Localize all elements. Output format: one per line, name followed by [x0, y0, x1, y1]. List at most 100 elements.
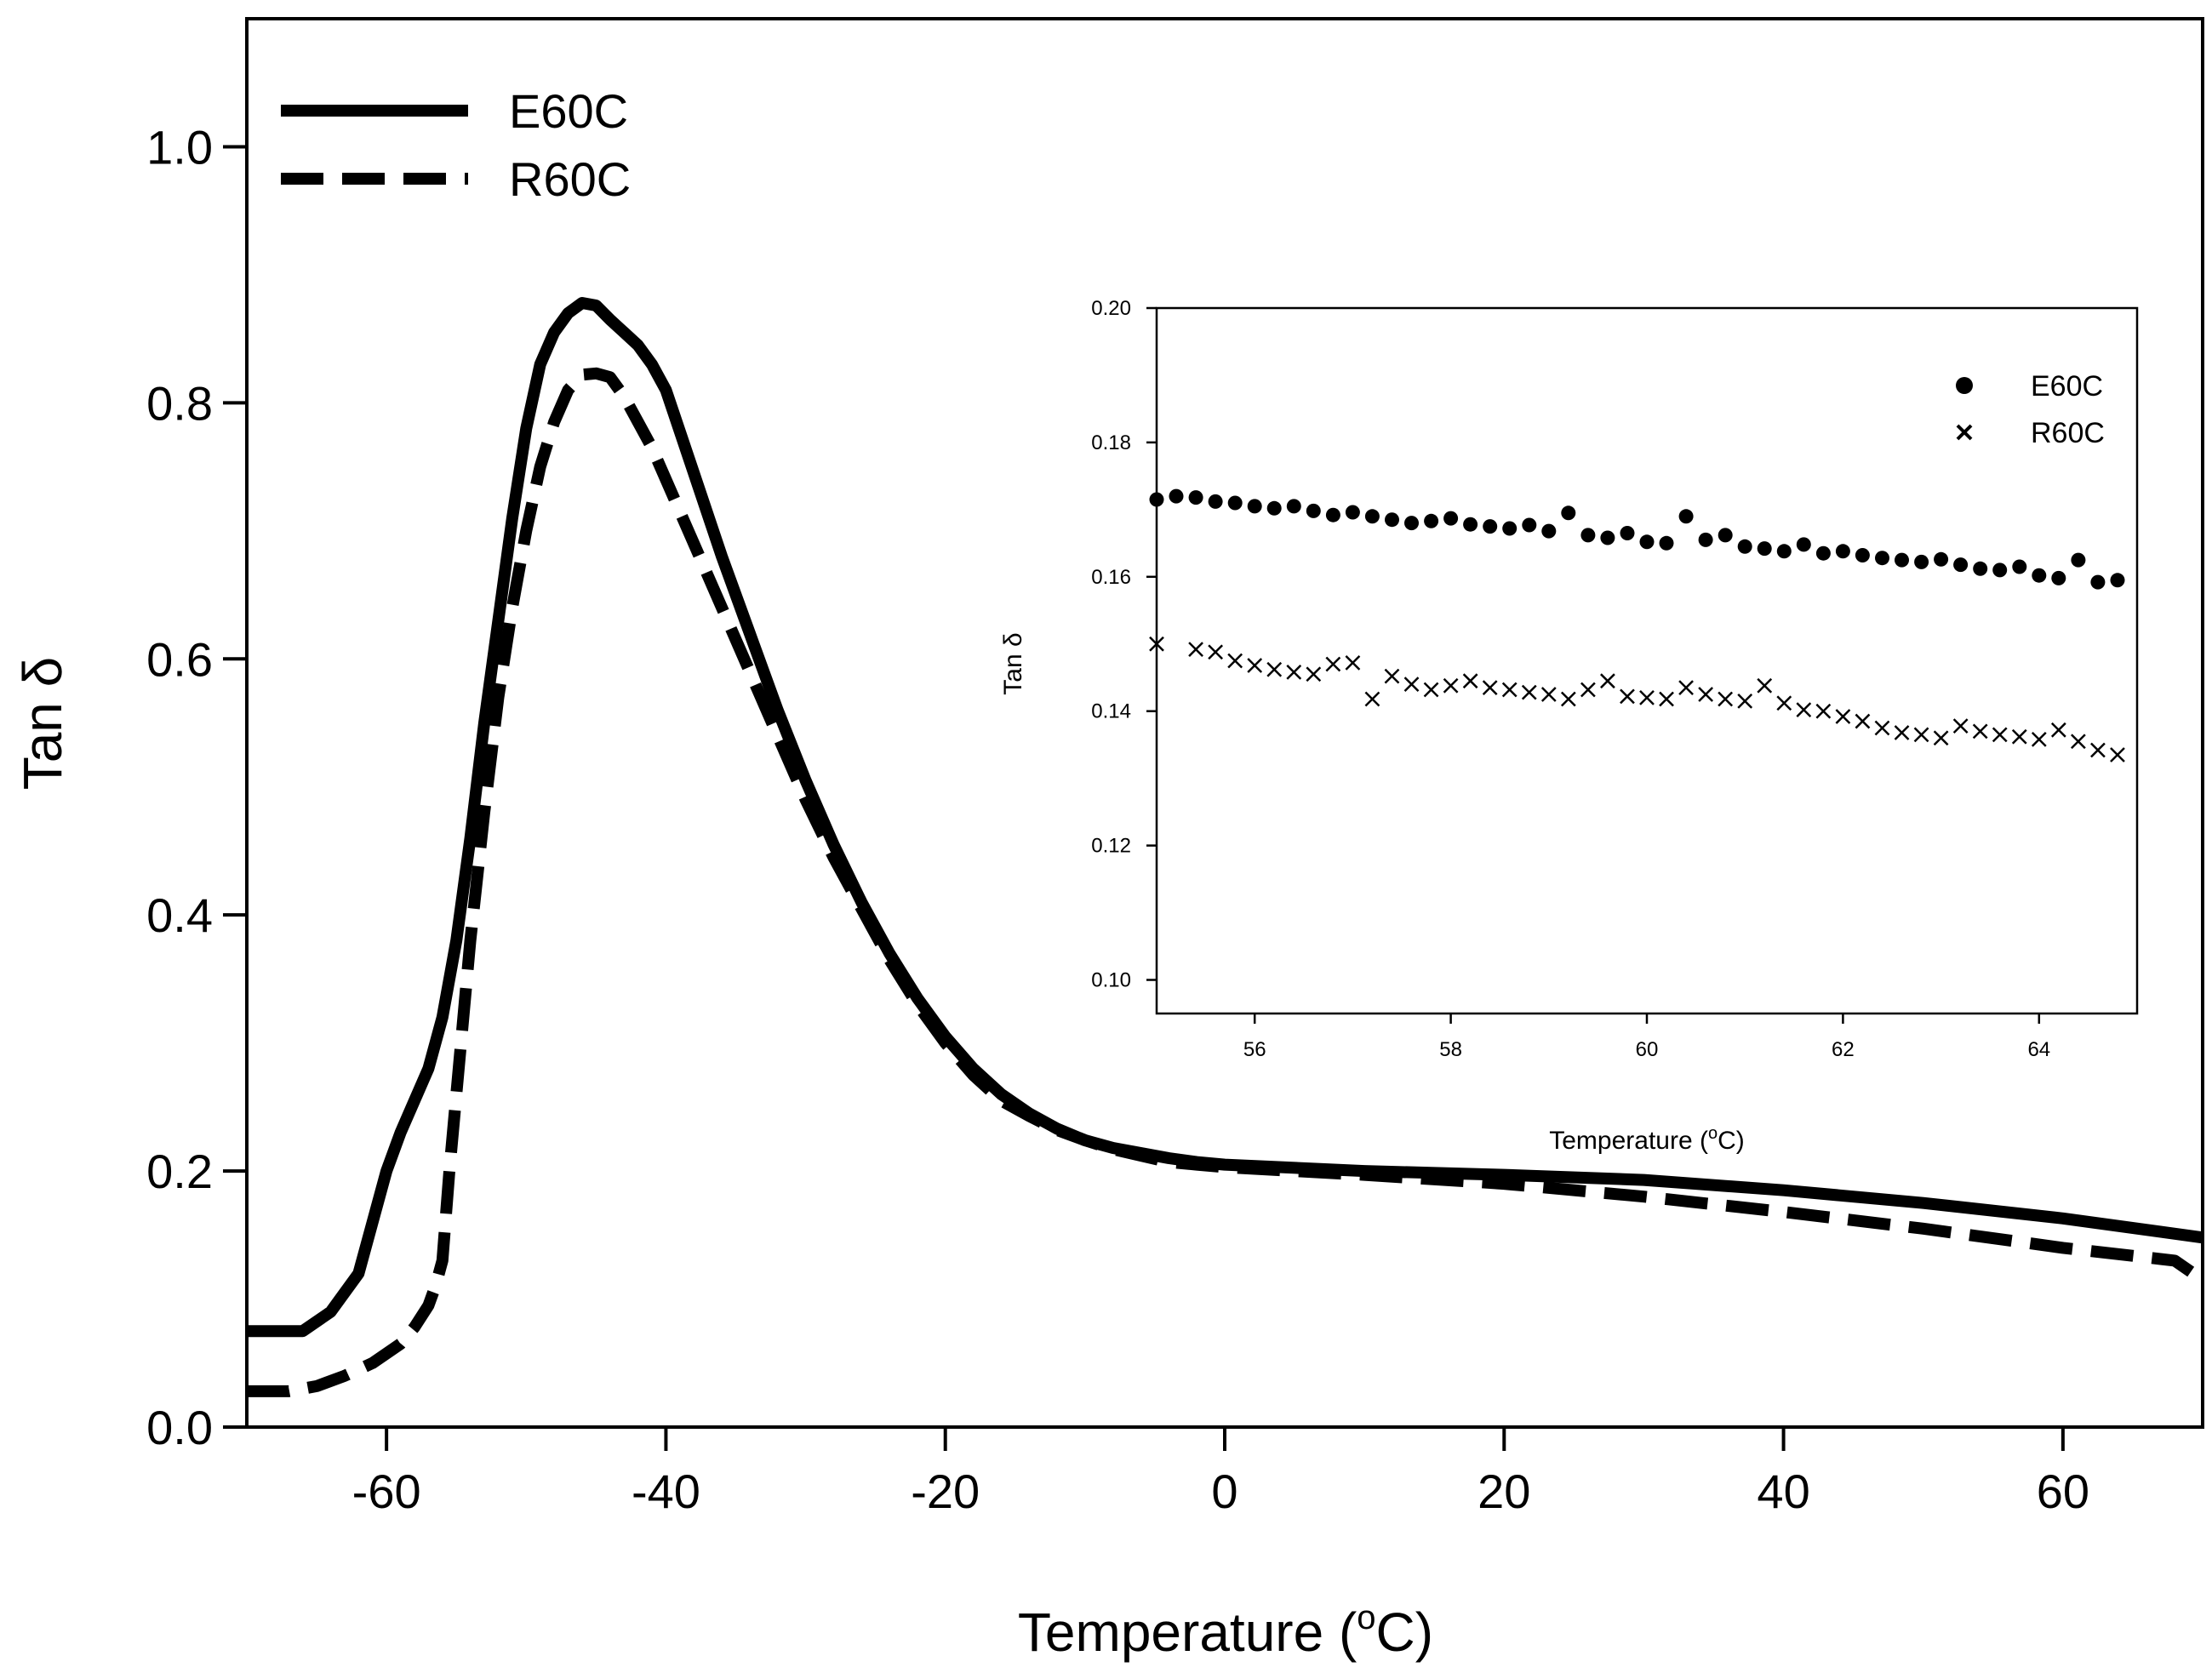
inset-point-r60c	[1540, 687, 1557, 702]
main-y-tick-label: 0.0	[146, 1401, 213, 1454]
inset-point-r60c	[1521, 684, 1537, 700]
inset-point-r60c	[1796, 702, 1812, 718]
inset-point-e60c	[1678, 509, 1694, 524]
inset-x-tick-label: 64	[2027, 1038, 2050, 1061]
main-x-tick-label: -60	[352, 1465, 421, 1518]
inset-point-r60c	[1325, 656, 1341, 672]
inset-point-r60c	[1972, 723, 1988, 739]
inset-point-r60c	[2011, 728, 2027, 745]
inset-y-tick-label: 0.14	[1091, 700, 1131, 723]
inset-point-r60c	[1149, 636, 1164, 652]
inset-point-e60c	[2110, 573, 2125, 588]
main-y-tick-label: 0.6	[146, 632, 213, 686]
inset-point-e60c	[1443, 511, 1459, 526]
inset-point-r60c	[1737, 693, 1753, 709]
inset-plot-area	[1155, 306, 2139, 1015]
inset-x-tick-label: 58	[1439, 1038, 1462, 1061]
inset-point-e60c	[2012, 559, 2027, 574]
inset-x-axis-label-text: Temperature	[1549, 1127, 1692, 1155]
main-y-tick-label: 0.4	[146, 888, 213, 942]
inset-point-e60c	[1580, 528, 1596, 543]
inset-point-r60c	[1227, 653, 1243, 669]
inset-point-e60c	[1325, 507, 1340, 522]
inset-x-tick-label: 56	[1243, 1038, 1266, 1061]
inset-point-e60c	[2051, 570, 2066, 585]
main-x-axis-unit-close: C)	[1376, 1602, 1434, 1663]
inset-x-axis-unit-open: (	[1700, 1127, 1708, 1155]
inset-point-r60c	[1620, 688, 1635, 705]
inset-y-tick-label: 0.10	[1091, 969, 1131, 992]
main-x-tick-label: 20	[1478, 1465, 1530, 1518]
inset-point-r60c	[1757, 677, 1773, 694]
main-x-tick-label: 60	[2037, 1465, 2089, 1518]
inset-y-tick-label: 0.16	[1091, 566, 1131, 589]
series-line-r60c	[247, 367, 2206, 1397]
inset-point-r60c	[1560, 691, 1576, 707]
inset-point-r60c	[1835, 709, 1851, 724]
inset-point-e60c	[1659, 535, 1674, 551]
inset-point-e60c	[1502, 521, 1518, 536]
inset-point-e60c	[1953, 557, 1969, 573]
inset-point-e60c	[1718, 528, 1733, 543]
main-x-tick-label: -40	[632, 1465, 700, 1518]
inset-point-e60c	[1522, 517, 1537, 533]
inset-point-e60c	[1208, 494, 1223, 509]
inset-point-r60c	[1718, 691, 1734, 707]
main-ticks: -60 -40 -20 0 20 40 60 0.0 0.2 0.4 0.6 0.8 1.0	[146, 120, 2089, 1518]
inset-point-e60c	[1895, 552, 1909, 568]
inset-point-r60c	[1894, 725, 1910, 740]
inset-point-e60c	[1914, 554, 1929, 569]
inset-point-e60c	[1561, 505, 1576, 521]
main-series	[247, 297, 2206, 1397]
inset-point-e60c	[1698, 532, 1713, 547]
inset-legend-marker-r60c	[1956, 424, 1973, 441]
inset-point-r60c	[2031, 731, 2047, 747]
inset-legend-label-e60c: E60C	[2031, 370, 2103, 403]
inset-point-e60c	[1934, 551, 1949, 567]
inset-legend-marker-e60c	[1956, 377, 1973, 394]
inset-point-r60c	[1913, 727, 1929, 743]
inset-point-e60c	[1757, 541, 1772, 557]
inset-point-r60c	[1659, 691, 1674, 707]
inset-point-e60c	[1776, 544, 1792, 559]
inset-point-r60c	[1639, 690, 1655, 705]
inset-point-r60c	[1482, 680, 1498, 695]
inset-point-r60c	[1855, 713, 1871, 729]
inset-point-r60c	[1345, 654, 1361, 671]
main-x-axis-unit-open: (	[1339, 1602, 1357, 1663]
inset-point-e60c	[1992, 562, 2008, 578]
inset-point-e60c	[1541, 523, 1557, 539]
inset-point-e60c	[1639, 534, 1655, 550]
inset-x-axis-unit-degree: o	[1708, 1124, 1718, 1143]
inset-series	[1149, 488, 2125, 762]
main-x-axis-label: Temperature (oC)	[1018, 1599, 1433, 1663]
inset-point-e60c	[1306, 503, 1321, 518]
inset-point-e60c	[1266, 500, 1282, 516]
inset-point-e60c	[1247, 499, 1262, 514]
inset-point-r60c	[1247, 658, 1263, 673]
inset-point-r60c	[1678, 680, 1694, 695]
inset-x-axis-unit-close: C)	[1718, 1127, 1745, 1155]
inset-point-e60c	[1875, 551, 1889, 566]
inset-point-r60c	[2090, 742, 2106, 758]
inset-point-e60c	[1385, 512, 1399, 528]
inset-point-e60c	[1737, 539, 1752, 554]
inset-y-tick-label: 0.12	[1091, 835, 1131, 858]
inset-point-r60c	[1403, 677, 1420, 693]
inset-legend: E60C R60C	[1956, 370, 2105, 449]
inset-point-e60c	[1345, 505, 1360, 520]
inset-point-e60c	[1620, 526, 1635, 540]
inset-point-e60c	[1227, 495, 1243, 511]
inset-x-tick-label: 62	[1832, 1038, 1855, 1061]
inset-point-e60c	[1835, 544, 1850, 559]
inset-point-e60c	[1188, 490, 1203, 505]
inset-point-e60c	[2090, 574, 2106, 590]
inset-ticks: 56 58 60 62 64 0.10 0.12 0.14 0.16 0.18 0.20	[1091, 297, 2050, 1061]
inset-point-r60c	[1815, 703, 1832, 719]
inset-point-r60c	[1698, 687, 1714, 702]
inset-point-r60c	[1443, 677, 1459, 694]
inset-y-tick-label: 0.20	[1091, 297, 1131, 320]
inset-point-r60c	[1423, 682, 1439, 698]
inset-point-e60c	[1364, 509, 1380, 524]
